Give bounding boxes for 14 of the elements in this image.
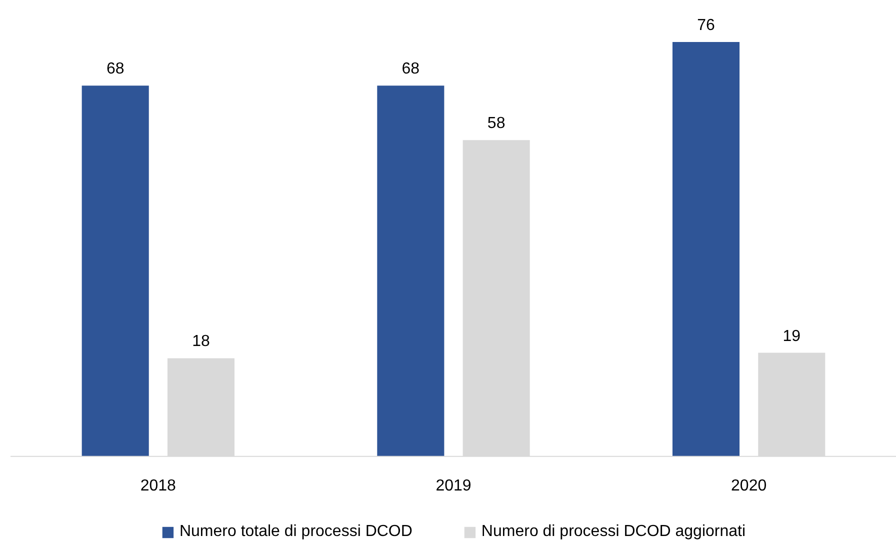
legend-label: Numero di processi DCOD aggiornati bbox=[481, 523, 746, 541]
bar bbox=[377, 86, 444, 456]
data-label: 76 bbox=[697, 16, 716, 34]
data-label: 18 bbox=[192, 333, 210, 350]
data-label: 58 bbox=[487, 115, 506, 132]
legend-label: Numero totale di processi DCOD bbox=[179, 523, 412, 541]
x-tick-label: 2018 bbox=[140, 477, 176, 494]
x-tick-label: 2019 bbox=[436, 477, 472, 494]
bar bbox=[672, 42, 740, 456]
data-label: 68 bbox=[106, 60, 124, 78]
bar bbox=[82, 86, 149, 456]
data-label: 68 bbox=[402, 60, 420, 78]
x-tick-label: 2020 bbox=[731, 477, 767, 494]
data-label: 19 bbox=[782, 328, 801, 345]
